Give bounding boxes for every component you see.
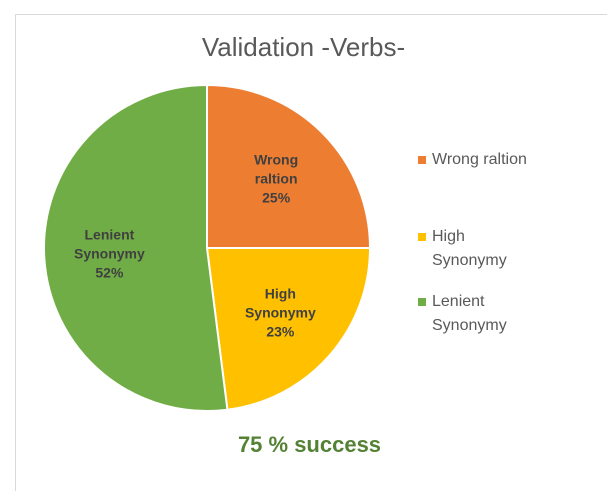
annotation: 75 % success xyxy=(237,432,382,457)
legend-label: Lenient Synonymy xyxy=(432,293,507,334)
legend-item: Wrong raltion xyxy=(418,148,544,172)
data-label: Lenient Synonymy 52% xyxy=(67,226,151,283)
legend-item: Lenient Synonymy xyxy=(418,290,544,338)
data-label-category: Lenient Synonymy xyxy=(73,226,145,262)
data-label: High Synonymy 23% xyxy=(238,284,322,341)
chart-title: Validation -Verbs- xyxy=(201,32,406,62)
pie-slice xyxy=(206,83,372,249)
pie-slice xyxy=(43,83,229,412)
data-label: Wrong raltion 25% xyxy=(234,150,318,207)
data-label-value: 52% xyxy=(95,264,124,281)
legend-label: Wrong raltion xyxy=(432,151,527,168)
pie-slice xyxy=(205,247,372,411)
legend-swatch xyxy=(418,298,426,306)
data-label-category: High Synonymy xyxy=(244,285,316,321)
data-label-value: 25% xyxy=(262,189,291,206)
data-label-category: Wrong raltion xyxy=(254,151,299,187)
data-label-value: 23% xyxy=(266,323,295,340)
legend-item: High Synonymy xyxy=(418,225,544,273)
legend-swatch xyxy=(418,233,426,241)
legend-label: High Synonymy xyxy=(432,228,507,269)
chart-border xyxy=(15,14,607,491)
legend-swatch xyxy=(418,156,426,164)
